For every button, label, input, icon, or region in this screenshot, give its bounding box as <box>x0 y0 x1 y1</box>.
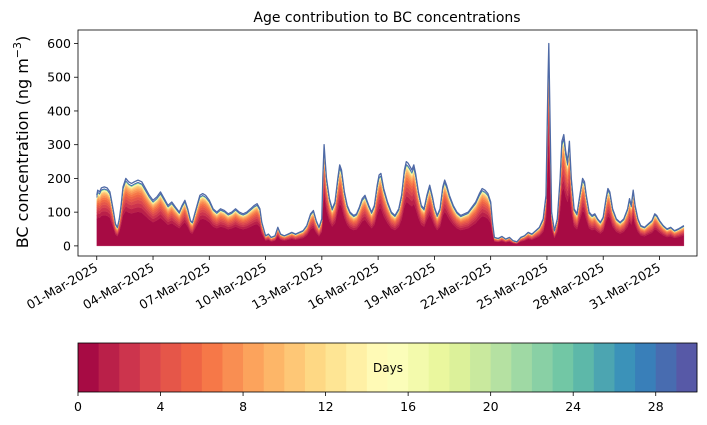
x-axis: 01-Mar-202504-Mar-202507-Mar-202510-Mar-… <box>24 256 663 312</box>
colorbar-segment-4 <box>160 343 182 392</box>
y-axis-label: BC concentration (ng m−3) <box>11 36 32 249</box>
y-axis-label-main: BC concentration (ng m <box>13 58 32 248</box>
colorbar-segment-2 <box>119 343 141 392</box>
colorbar-tick-label: 20 <box>483 399 499 414</box>
colorbar-segment-28 <box>655 343 677 392</box>
y-axis: 0 100 200 300 400 500 600 <box>47 36 78 253</box>
colorbar-segment-11 <box>304 343 326 392</box>
y-tick-label: 200 <box>47 171 71 186</box>
plot-frame <box>77 29 698 257</box>
colorbar-frame <box>77 342 698 393</box>
y-tick-600: 600 <box>47 36 78 51</box>
y-tick-300: 300 <box>47 137 78 152</box>
colorbar-segment-6 <box>201 343 223 392</box>
colorbar-segment-17 <box>428 343 450 392</box>
colorbar-segment-24 <box>573 343 595 392</box>
colorbar-segment-26 <box>614 343 636 392</box>
colorbar-label: Days <box>373 361 403 375</box>
colorbar-tick-label: 28 <box>648 399 664 414</box>
colorbar-ticks: 0 4 8 12 16 20 24 28 <box>74 392 664 414</box>
y-tick-0: 0 <box>63 238 78 253</box>
colorbar-segment-16 <box>408 343 430 392</box>
y-tick-label: 600 <box>47 36 71 51</box>
total-concentration-line <box>96 42 685 243</box>
colorbar-segment-12 <box>325 343 347 392</box>
colorbar-segment-27 <box>635 343 657 392</box>
colorbar-segment-10 <box>284 343 306 392</box>
y-tick-400: 400 <box>47 103 78 118</box>
y-tick-100: 100 <box>47 205 78 220</box>
colorbar-segment-8 <box>243 343 265 392</box>
colorbar-segment-18 <box>449 343 471 392</box>
y-tick-label: 400 <box>47 103 71 118</box>
colorbar <box>77 342 698 393</box>
colorbar-segment-14 <box>366 343 388 392</box>
colorbar-segment-5 <box>181 343 203 392</box>
colorbar-segment-21 <box>511 343 533 392</box>
colorbar-tick-label: 0 <box>74 399 82 414</box>
y-tick-500: 500 <box>47 70 78 85</box>
colorbar-segment-0 <box>78 343 100 392</box>
colorbar-tick-label: 16 <box>400 399 416 414</box>
chart-title: Age contribution to BC concentrations <box>253 10 520 26</box>
y-tick-label: 100 <box>47 205 71 220</box>
colorbar-segment-20 <box>490 343 512 392</box>
colorbar-segment-15 <box>387 343 409 392</box>
y-tick-200: 200 <box>47 171 78 186</box>
colorbar-tick-label: 8 <box>239 399 247 414</box>
y-tick-label: 0 <box>63 238 71 253</box>
colorbar-segment-7 <box>222 343 244 392</box>
colorbar-segment-23 <box>552 343 574 392</box>
colorbar-tick-label: 24 <box>565 399 581 414</box>
colorbar-tick-label: 12 <box>318 399 334 414</box>
colorbar-segment-22 <box>531 343 553 392</box>
y-axis-label-close: ) <box>13 36 32 42</box>
colorbar-segment-3 <box>139 343 161 392</box>
colorbar-tick-label: 4 <box>157 399 165 414</box>
colorbar-segment-1 <box>98 343 120 392</box>
colorbar-segment-19 <box>470 343 492 392</box>
stacked-area-group <box>96 42 685 247</box>
y-tick-label: 500 <box>47 70 71 85</box>
colorbar-segment-13 <box>346 343 368 392</box>
y-tick-label: 300 <box>47 137 71 152</box>
y-axis-label-sup: −3 <box>11 42 24 58</box>
colorbar-segment-29 <box>676 343 698 392</box>
colorbar-segment-9 <box>263 343 285 392</box>
colorbar-segment-25 <box>593 343 615 392</box>
